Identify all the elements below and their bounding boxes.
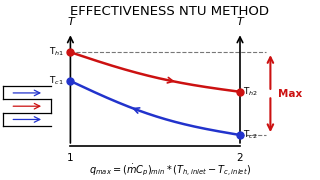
Point bbox=[237, 90, 243, 93]
Text: Max: Max bbox=[278, 89, 303, 99]
Point bbox=[237, 134, 243, 136]
Text: $q_{max}=(\dot{m}C_p)_{min}*(T_{h,inlet}-T_{c,inlet})$: $q_{max}=(\dot{m}C_p)_{min}*(T_{h,inlet}… bbox=[89, 163, 251, 178]
Text: T$_{c1}$: T$_{c1}$ bbox=[49, 75, 64, 87]
Text: T: T bbox=[67, 17, 74, 27]
Point bbox=[68, 51, 73, 54]
Text: 1: 1 bbox=[67, 153, 74, 163]
Text: T$_{h2}$: T$_{h2}$ bbox=[243, 86, 258, 98]
Text: T$_{h1}$: T$_{h1}$ bbox=[49, 46, 64, 58]
Point bbox=[68, 80, 73, 82]
Text: EFFECTIVENESS NTU METHOD: EFFECTIVENESS NTU METHOD bbox=[70, 5, 269, 18]
Text: 2: 2 bbox=[237, 153, 243, 163]
Text: T: T bbox=[236, 17, 244, 27]
Text: T$_{c2}$: T$_{c2}$ bbox=[243, 129, 258, 141]
